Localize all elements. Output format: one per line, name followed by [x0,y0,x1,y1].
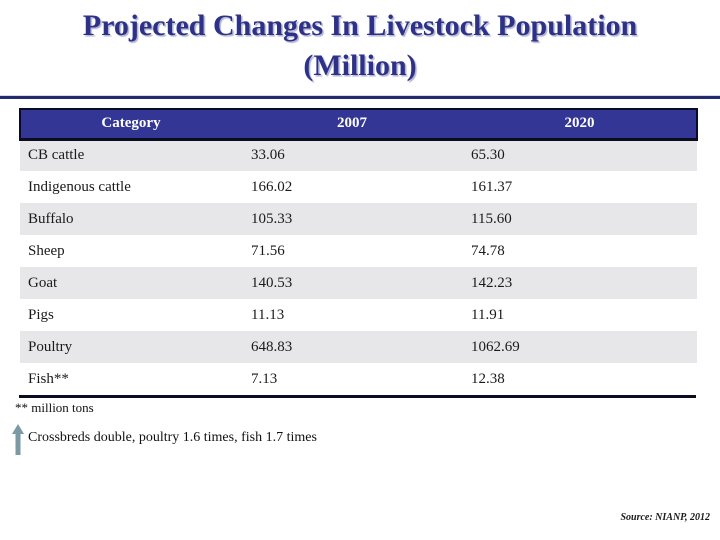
category-cell: Indigenous cattle [28,178,131,195]
value-2020-cell: 1062.69 [471,338,520,355]
livestock-table-container: Category 2007 2020 CB cattle 33.06 65.30… [19,108,698,398]
table-row: Fish** 7.13 12.38 [20,363,697,395]
column-header-2007: 2007 [241,108,463,141]
category-cell: CB cattle [28,147,85,164]
table-row: Goat 140.53 142.23 [20,267,697,299]
title-divider [0,95,720,99]
value-2020-cell: 74.78 [471,242,505,259]
table-row: Indigenous cattle 166.02 161.37 [20,171,697,203]
category-cell: Buffalo [28,210,74,227]
value-2007-cell: 648.83 [251,338,293,355]
category-cell: Pigs [28,306,54,323]
value-2020-cell: 11.91 [471,306,505,323]
value-2007-cell: 166.02 [251,178,293,195]
up-arrow-icon [12,424,24,455]
source-citation: Source: NIANP, 2012 [620,512,710,523]
table-row: Pigs 11.13 11.91 [20,299,697,331]
arrow-note-text: Crossbreds double, poultry 1.6 times, fi… [28,430,317,445]
category-cell: Sheep [28,242,65,259]
livestock-table: Category 2007 2020 CB cattle 33.06 65.30… [19,108,698,395]
page-title-line2: (Million) [303,49,417,82]
value-2020-cell: 142.23 [471,274,513,291]
table-row: Buffalo 105.33 115.60 [20,203,697,235]
category-cell: Fish** [28,370,69,387]
value-2020-cell: 65.30 [471,147,505,164]
table-row: Poultry 648.83 1062.69 [20,331,697,363]
category-cell: Poultry [28,338,73,355]
page-title: Projected Changes In Livestock Populatio… [0,6,720,86]
page-title-line1: Projected Changes In Livestock Populatio… [82,9,638,42]
table-body: CB cattle 33.06 65.30 Indigenous cattle … [20,139,697,395]
category-cell: Goat [28,274,58,291]
value-2007-cell: 140.53 [251,274,293,291]
column-header-2020: 2020 [463,108,698,141]
table-header: Category 2007 2020 [19,108,698,141]
value-2007-cell: 71.56 [251,242,285,259]
value-2020-cell: 115.60 [471,210,512,227]
footnote-million-tons: ** million tons [15,400,94,415]
value-2007-cell: 7.13 [251,370,278,387]
column-header-category: Category [19,108,241,141]
value-2020-cell: 12.38 [471,370,505,387]
table-header-row: Category 2007 2020 [19,108,698,141]
value-2007-cell: 11.13 [251,306,285,323]
value-2007-cell: 105.33 [251,210,293,227]
value-2020-cell: 161.37 [471,178,513,195]
value-2007-cell: 33.06 [251,147,285,164]
table-row: Sheep 71.56 74.78 [20,235,697,267]
table-row: CB cattle 33.06 65.30 [20,139,697,171]
